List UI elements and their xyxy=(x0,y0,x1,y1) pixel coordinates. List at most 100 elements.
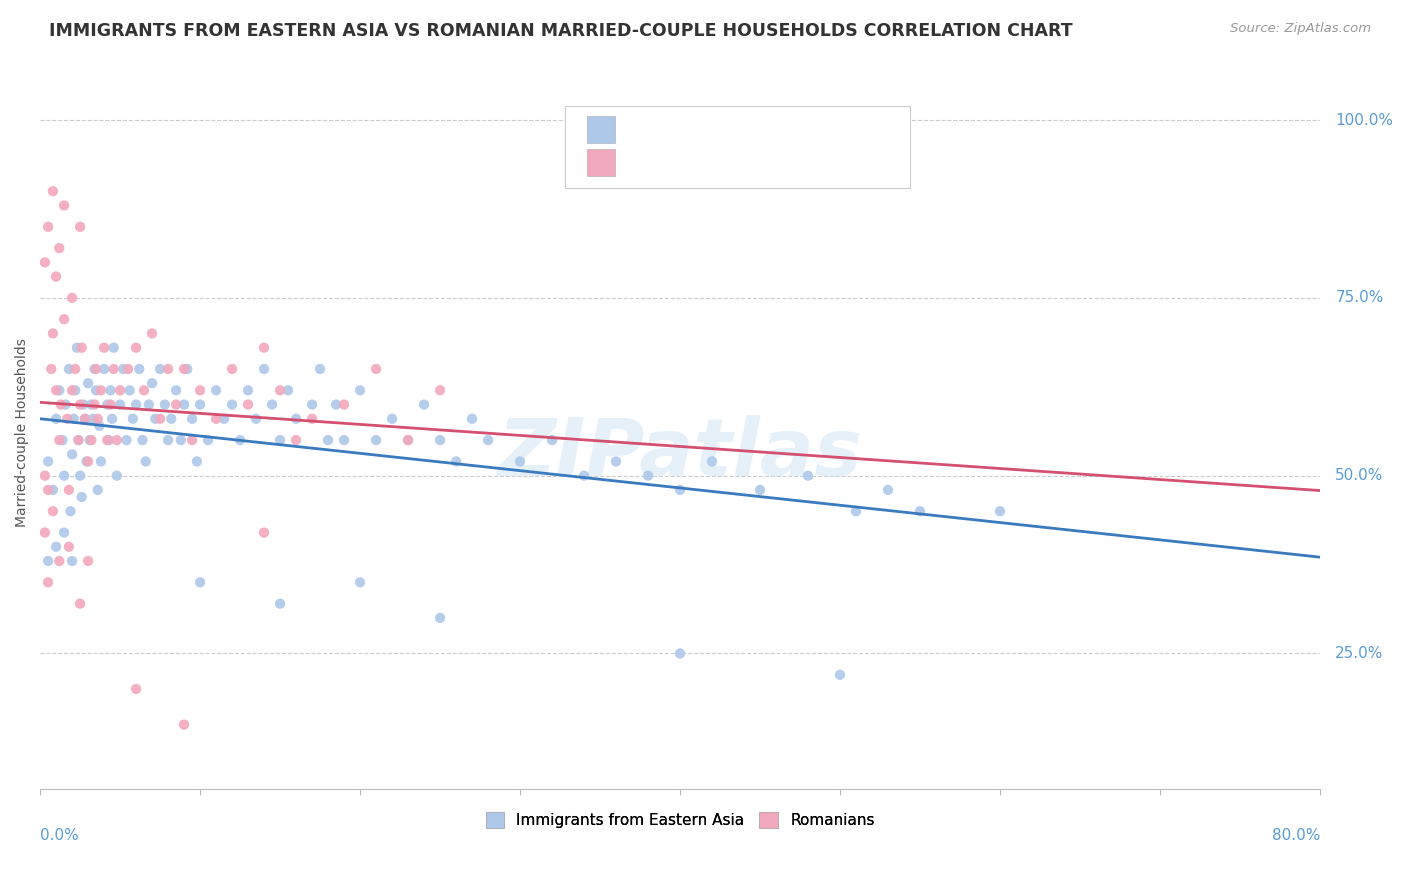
Point xyxy=(53,525,76,540)
Text: Source: ZipAtlas.com: Source: ZipAtlas.com xyxy=(1230,22,1371,36)
Point xyxy=(349,384,371,398)
Point xyxy=(105,433,128,447)
Point xyxy=(59,504,82,518)
Point xyxy=(84,384,107,398)
Point xyxy=(34,255,56,269)
Point xyxy=(301,398,323,412)
Point xyxy=(444,454,467,468)
Point xyxy=(153,398,176,412)
Point xyxy=(637,468,659,483)
Point xyxy=(96,398,118,412)
Point xyxy=(541,433,564,447)
Point xyxy=(70,341,93,355)
Point xyxy=(325,398,347,412)
Point xyxy=(101,411,124,425)
Point xyxy=(48,384,70,398)
Point xyxy=(42,504,65,518)
Point xyxy=(80,433,103,447)
Point xyxy=(301,411,323,425)
Point xyxy=(90,384,112,398)
Point xyxy=(100,398,122,412)
Point xyxy=(988,504,1011,518)
Point xyxy=(86,411,108,425)
Point xyxy=(83,362,105,376)
Point xyxy=(176,362,198,376)
Point xyxy=(309,362,332,376)
Point xyxy=(60,291,83,305)
Text: IMMIGRANTS FROM EASTERN ASIA VS ROMANIAN MARRIED-COUPLE HOUSEHOLDS CORRELATION C: IMMIGRANTS FROM EASTERN ASIA VS ROMANIAN… xyxy=(49,22,1073,40)
Point xyxy=(165,384,187,398)
Point xyxy=(253,525,276,540)
Point xyxy=(749,483,772,497)
Point xyxy=(188,398,211,412)
Point xyxy=(58,540,80,554)
Point xyxy=(77,554,100,568)
Point xyxy=(285,411,308,425)
Point xyxy=(173,362,195,376)
Point xyxy=(396,433,419,447)
Point xyxy=(76,454,98,468)
Point xyxy=(236,384,259,398)
Point xyxy=(828,667,851,681)
Point xyxy=(53,468,76,483)
Point xyxy=(79,433,101,447)
Point xyxy=(93,362,115,376)
Point xyxy=(197,433,219,447)
Point xyxy=(186,454,208,468)
Point xyxy=(165,398,187,412)
Text: R =  0.384    N = 50: R = 0.384 N = 50 xyxy=(626,155,787,170)
Point xyxy=(669,647,692,661)
Point xyxy=(269,597,291,611)
Point xyxy=(69,219,91,234)
Point xyxy=(105,468,128,483)
FancyBboxPatch shape xyxy=(586,149,614,177)
Point xyxy=(429,611,451,625)
Point xyxy=(37,575,59,590)
Point xyxy=(55,398,77,412)
Point xyxy=(42,326,65,341)
Point xyxy=(72,398,94,412)
Point xyxy=(60,384,83,398)
Point xyxy=(48,433,70,447)
Point xyxy=(82,411,104,425)
Point xyxy=(700,454,723,468)
Point xyxy=(77,454,100,468)
Point xyxy=(108,384,131,398)
Point xyxy=(141,326,163,341)
Point xyxy=(157,362,180,376)
Text: 80.0%: 80.0% xyxy=(1271,828,1320,843)
Point xyxy=(188,384,211,398)
Point xyxy=(48,241,70,255)
Point xyxy=(669,483,692,497)
Point xyxy=(34,468,56,483)
Point xyxy=(429,384,451,398)
Point xyxy=(69,398,91,412)
Point xyxy=(173,717,195,731)
Point xyxy=(73,411,96,425)
Point xyxy=(37,554,59,568)
Point xyxy=(60,554,83,568)
Point xyxy=(477,433,499,447)
Point xyxy=(48,554,70,568)
Point xyxy=(103,362,125,376)
Point xyxy=(160,411,183,425)
Point xyxy=(42,483,65,497)
Point xyxy=(34,525,56,540)
Point xyxy=(396,433,419,447)
Point xyxy=(100,384,122,398)
Point xyxy=(77,376,100,391)
Point xyxy=(108,398,131,412)
Text: 50.0%: 50.0% xyxy=(1336,468,1384,483)
Point xyxy=(58,483,80,497)
Point xyxy=(45,269,67,284)
Point xyxy=(58,362,80,376)
Point xyxy=(229,433,252,447)
Point xyxy=(42,184,65,198)
Point xyxy=(89,418,111,433)
Point xyxy=(93,341,115,355)
Point xyxy=(128,362,150,376)
Point xyxy=(845,504,868,518)
Point xyxy=(60,447,83,461)
Point xyxy=(277,384,299,398)
Text: 75.0%: 75.0% xyxy=(1336,291,1384,305)
